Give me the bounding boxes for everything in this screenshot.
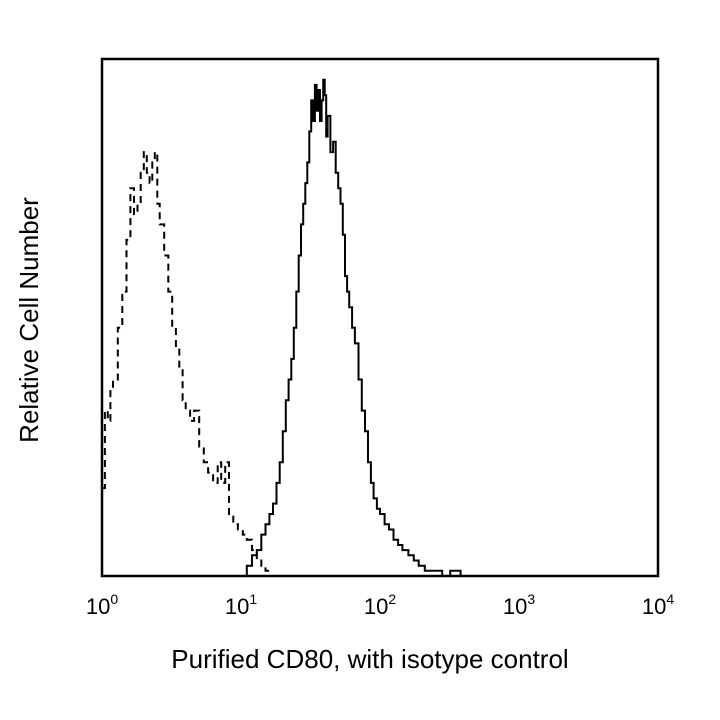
x-tick-exponent: 1 (249, 591, 257, 607)
x-tick-exponent: 2 (388, 591, 396, 607)
x-tick-label: 103 (503, 591, 535, 619)
x-tick-base: 10 (364, 594, 388, 619)
x-tick-exponent: 0 (110, 591, 118, 607)
x-tick-label: 104 (642, 591, 674, 619)
plot-frame (100, 57, 660, 578)
x-tick-base: 10 (642, 594, 666, 619)
x-tick-base: 10 (225, 594, 249, 619)
x-tick-exponent: 3 (527, 591, 535, 607)
x-tick-base: 10 (86, 594, 110, 619)
x-tick-label: 100 (86, 591, 118, 619)
y-axis-label: Relative Cell Number (14, 197, 44, 443)
x-tick-exponent: 4 (666, 591, 674, 607)
histogram-series-solid (241, 78, 471, 577)
x-tick-label: 102 (364, 591, 396, 619)
series-layer (102, 78, 471, 577)
x-tick-base: 10 (503, 594, 527, 619)
histogram-series-dashed (102, 151, 271, 576)
x-tick-layer: 100 101 102 103 104 (86, 591, 674, 619)
x-tick-label: 101 (225, 591, 257, 619)
x-axis-label: Purified CD80, with isotype control (171, 644, 568, 674)
